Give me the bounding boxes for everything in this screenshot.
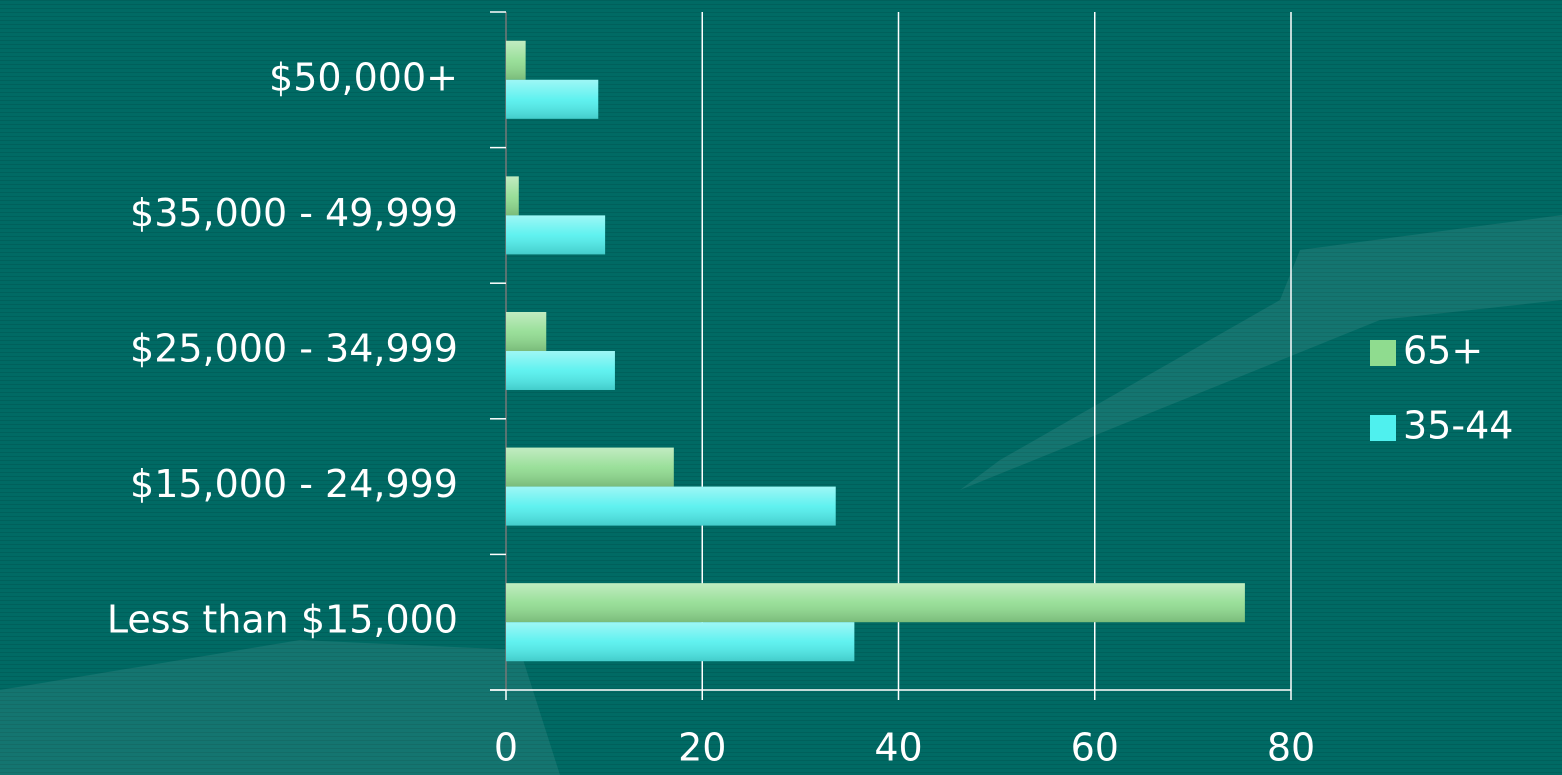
x-tick-label: 60: [1071, 726, 1119, 770]
y-tick-label: $25,000 - 34,999: [130, 327, 458, 371]
y-tick-label: $50,000+: [269, 55, 458, 99]
bar-shine: [506, 176, 519, 216]
legend-label: 35-44: [1403, 404, 1513, 448]
bar-shine: [506, 312, 547, 351]
legend-label: 65+: [1403, 329, 1483, 373]
bar-shine: [506, 79, 599, 119]
background-shape: [0, 640, 560, 775]
legend-swatch: [1370, 340, 1396, 366]
background-shape: [960, 215, 1562, 490]
x-tick-label: 80: [1267, 726, 1315, 770]
x-tick-label: 40: [874, 726, 922, 770]
y-tick-label: $35,000 - 49,999: [130, 191, 458, 235]
x-tick-label: 20: [678, 726, 726, 770]
bar-shine: [506, 447, 674, 487]
y-tick-label: $15,000 - 24,999: [130, 462, 458, 506]
bar-shine: [506, 40, 526, 80]
bar-shine: [506, 486, 836, 526]
bar-shine: [506, 622, 855, 662]
bar-shine: [506, 583, 1245, 623]
legend-swatch: [1370, 415, 1396, 441]
x-tick-label: 0: [494, 726, 518, 770]
bar-shine: [506, 215, 606, 255]
bar-shine: [506, 351, 615, 390]
y-tick-label: Less than $15,000: [107, 598, 458, 642]
